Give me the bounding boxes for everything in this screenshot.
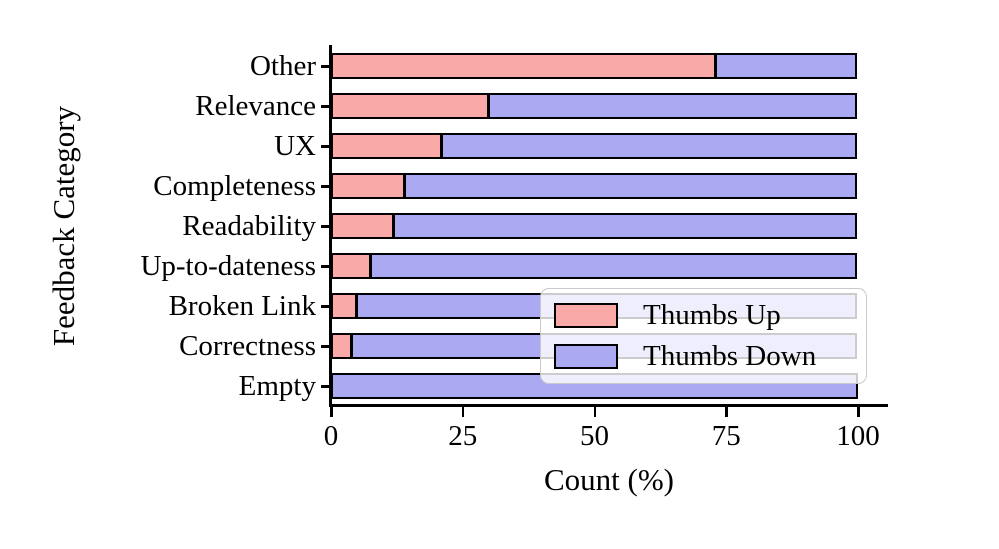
thumbs-down-swatch: [554, 344, 618, 369]
y-tick-mark: [321, 225, 330, 228]
bar-row: [331, 93, 858, 119]
x-tick-label: 25: [448, 420, 478, 452]
y-axis-spine: [329, 45, 332, 407]
y-tick-label: Relevance: [195, 90, 316, 122]
bar-segment-thumbs-up: [331, 133, 442, 159]
bar-segment-thumbs-up: [331, 213, 395, 239]
x-tick-label: 100: [836, 420, 880, 452]
x-tick-label: 50: [580, 420, 609, 452]
x-tick-mark: [593, 406, 596, 417]
bar-segment-thumbs-up: [331, 173, 405, 199]
bar-segment-thumbs-down: [369, 253, 857, 279]
y-tick-mark: [321, 305, 330, 308]
x-tick-mark: [330, 406, 333, 417]
legend-entry-thumbs-down: Thumbs Down: [541, 340, 866, 373]
bar-segment-thumbs-up: [331, 333, 353, 359]
y-tick-mark: [321, 105, 330, 108]
legend: Thumbs Up Thumbs Down: [540, 288, 867, 384]
thumbs-up-swatch: [554, 303, 618, 328]
y-tick-label: Broken Link: [168, 290, 316, 322]
y-tick-mark: [321, 145, 330, 148]
bar-segment-thumbs-up: [331, 253, 371, 279]
legend-entry-thumbs-up: Thumbs Up: [541, 299, 866, 332]
bar-row: [331, 253, 858, 279]
legend-label-thumbs-up: Thumbs Up: [643, 299, 781, 331]
y-tick-label: Readability: [182, 210, 316, 242]
y-tick-label: Up-to-dateness: [140, 250, 316, 282]
bar-segment-thumbs-down: [714, 53, 857, 79]
bar-segment-thumbs-down: [393, 213, 857, 239]
bar-row: [331, 173, 858, 199]
legend-label-thumbs-down: Thumbs Down: [643, 340, 817, 372]
bar-segment-thumbs-down: [403, 173, 857, 199]
y-tick-mark: [321, 185, 330, 188]
x-tick-mark: [857, 406, 860, 417]
x-axis-title: Count (%): [543, 462, 674, 497]
bar-row: [331, 53, 858, 79]
y-tick-label: UX: [274, 130, 316, 162]
y-tick-mark: [321, 345, 330, 348]
y-tick-label: Other: [249, 50, 316, 82]
x-tick-mark: [725, 406, 728, 417]
y-tick-mark: [321, 265, 330, 268]
y-tick-mark: [321, 65, 330, 68]
bar-segment-thumbs-up: [331, 293, 358, 319]
y-tick-label: Empty: [238, 370, 316, 402]
x-tick-label: 0: [323, 420, 339, 452]
bar-row: [331, 133, 858, 159]
y-tick-mark: [321, 385, 330, 388]
x-tick-mark: [461, 406, 465, 417]
bar-segment-thumbs-down: [488, 93, 857, 119]
x-tick-label: 75: [711, 420, 741, 452]
y-tick-label: Completeness: [153, 170, 316, 202]
x-axis-spine: [329, 404, 888, 407]
y-tick-label: Correctness: [179, 330, 316, 362]
bar-segment-thumbs-down: [440, 133, 857, 159]
bar-segment-thumbs-up: [331, 53, 716, 79]
bar-segment-thumbs-up: [331, 93, 490, 119]
bar-row: [331, 213, 858, 239]
